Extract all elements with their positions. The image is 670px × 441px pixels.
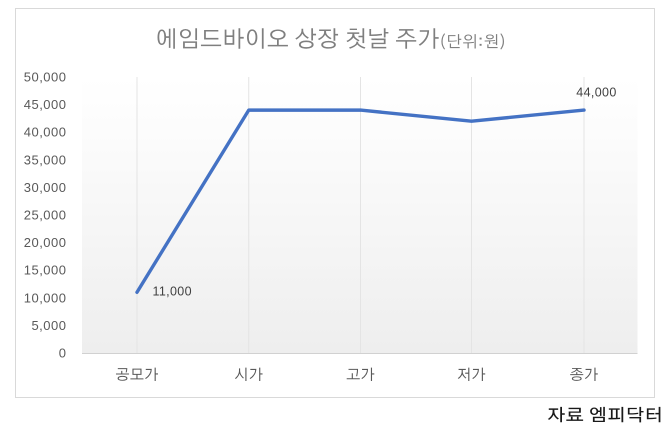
- svg-text:0: 0: [59, 346, 67, 361]
- svg-text:40,000: 40,000: [24, 125, 67, 140]
- svg-text:25,000: 25,000: [24, 208, 67, 223]
- svg-text:15,000: 15,000: [24, 263, 67, 278]
- svg-text:20,000: 20,000: [24, 235, 67, 250]
- svg-text:30,000: 30,000: [24, 180, 67, 195]
- svg-text:5,000: 5,000: [31, 318, 66, 333]
- svg-text:50,000: 50,000: [24, 70, 67, 85]
- svg-text:10,000: 10,000: [24, 290, 67, 305]
- svg-text:35,000: 35,000: [24, 152, 67, 167]
- svg-text:45,000: 45,000: [24, 97, 67, 112]
- svg-text:44,000: 44,000: [576, 85, 616, 99]
- svg-text:11,000: 11,000: [153, 285, 192, 299]
